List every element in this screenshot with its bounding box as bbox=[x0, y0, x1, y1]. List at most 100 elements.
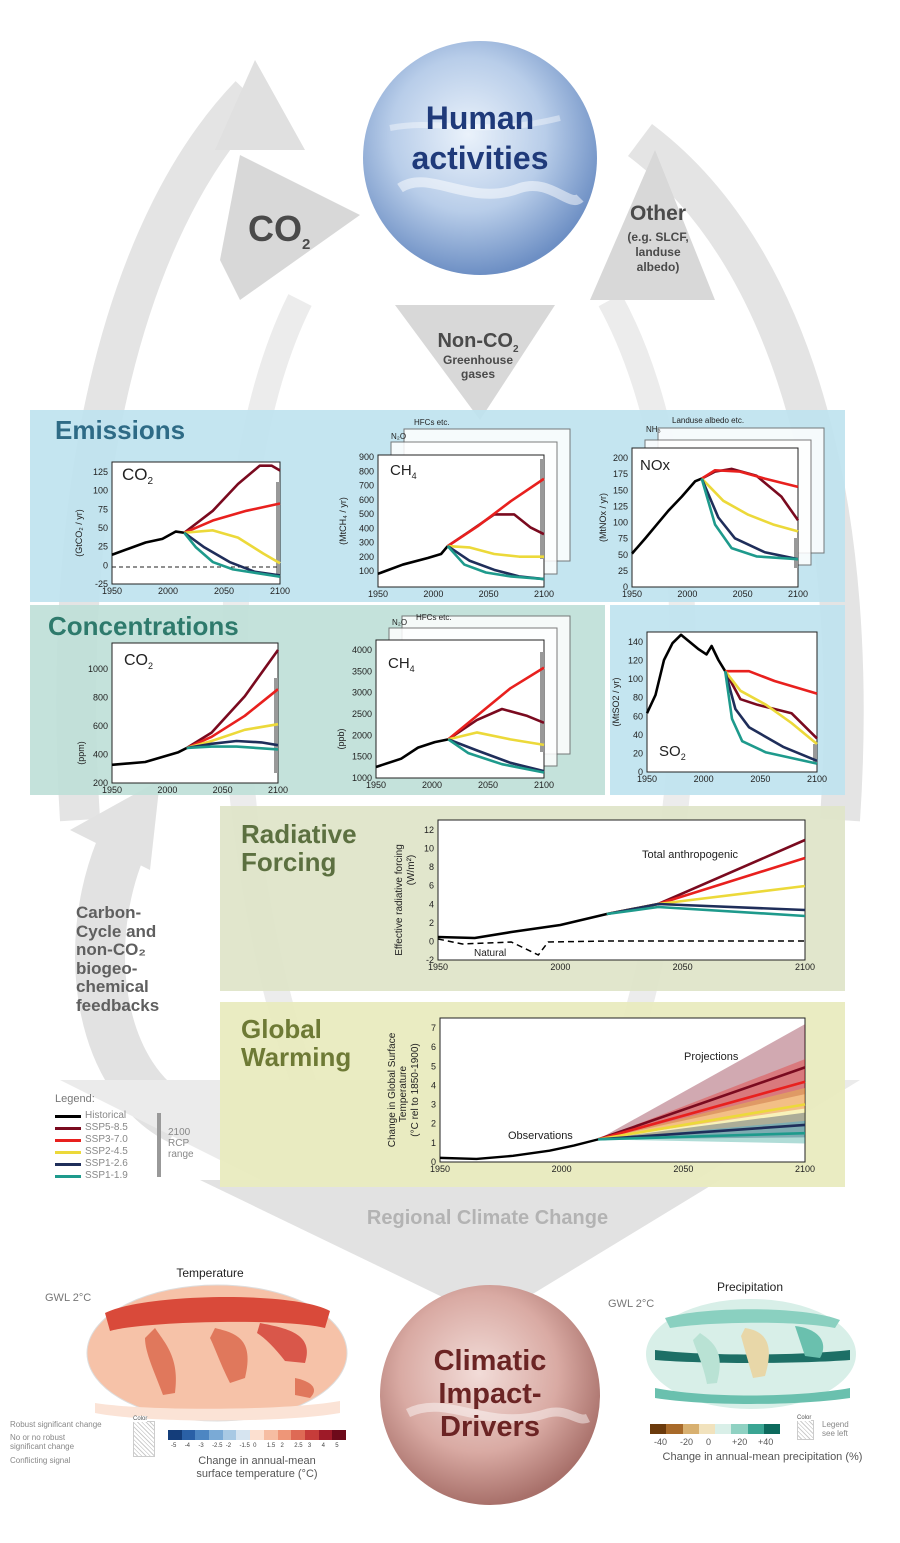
concentrations-co2-label: CO2 bbox=[124, 652, 153, 671]
color-label-left: Color bbox=[133, 1416, 148, 1422]
emissions-co2-ytick: 125 bbox=[93, 467, 108, 477]
temperature-colorbar-cell bbox=[195, 1430, 210, 1440]
legend-title: Legend: bbox=[55, 1093, 95, 1105]
emissions-nox-back-label-1: NH₃ bbox=[646, 425, 661, 434]
forcing-ytick: 12 bbox=[424, 825, 434, 835]
concentrations-ch4-ssp585 bbox=[447, 707, 545, 741]
temperature-colorbar-cell bbox=[318, 1430, 333, 1440]
forcing-title-line-1: Radiative bbox=[241, 819, 357, 849]
concentrations-so2-ssp370 bbox=[725, 669, 818, 695]
legend-swatch-ssp245 bbox=[55, 1151, 81, 1154]
emissions-title: Emissions bbox=[55, 415, 186, 445]
concentrations-ch4-xtick: 2100 bbox=[534, 780, 554, 790]
emissions-nox-ssp245 bbox=[700, 477, 799, 533]
temperature-colorbar-tick: -1.5 bbox=[239, 1443, 250, 1449]
temperature-colorbar-cell bbox=[263, 1430, 278, 1440]
temperature-colorbar-tick: 4 bbox=[321, 1443, 325, 1449]
temperature-colorbar-cell bbox=[168, 1430, 182, 1440]
note-robust: Robust significant change bbox=[10, 1420, 102, 1429]
temperature-caption: Change in annual-mean surface temperatur… bbox=[168, 1455, 346, 1481]
precipitation-colorbar-cell bbox=[715, 1424, 732, 1434]
concentrations-ch4-ssp126 bbox=[447, 738, 545, 773]
temperature-colorbar-tick: 2 bbox=[280, 1443, 284, 1449]
note-no-robust-2: significant change bbox=[10, 1442, 75, 1451]
concentrations-ch4-back-label-1: N₂O bbox=[392, 618, 407, 627]
warming-historical bbox=[439, 1138, 599, 1161]
temperature-map bbox=[86, 1284, 348, 1422]
emissions-ch4-range-bar bbox=[540, 459, 544, 559]
precip-note-line-1: Legend bbox=[822, 1420, 849, 1429]
warming-title: Global Warming bbox=[241, 1015, 351, 1071]
emissions-co2-label-sub: 2 bbox=[148, 476, 154, 487]
warming-ytick: 2 bbox=[431, 1119, 436, 1129]
warming-ytick: 7 bbox=[431, 1023, 436, 1033]
concentrations-co2-ssp370 bbox=[186, 688, 279, 750]
emissions-ch4-ylabel: (MtCH₄ / yr) bbox=[338, 497, 348, 545]
concentrations-so2-ytick: 60 bbox=[633, 711, 643, 721]
emissions-ch4-xtick: 1950 bbox=[368, 589, 388, 599]
warming-ssp585 bbox=[597, 1066, 806, 1141]
forcing-historical bbox=[437, 912, 608, 940]
legend-label-ssp126: SSP1-2.6 bbox=[85, 1158, 128, 1169]
legend-label-ssp119: SSP1-1.9 bbox=[85, 1170, 128, 1181]
concentrations-ch4-ssp370 bbox=[447, 666, 545, 741]
warming-range-ssp245 bbox=[598, 1087, 805, 1140]
warming-ylabel-2: Temperature bbox=[398, 1065, 409, 1122]
emissions-ch4-xtick: 2050 bbox=[479, 589, 499, 599]
concentrations-so2-ssp126 bbox=[723, 670, 818, 763]
emissions-ch4-ytick: 400 bbox=[359, 523, 374, 533]
feedback-line-3: non-CO₂ bbox=[76, 940, 146, 959]
temperature-colorbar-tick: -3 bbox=[198, 1443, 204, 1449]
warming-xtick: 2050 bbox=[673, 1164, 693, 1174]
emissions-ch4-ssp370 bbox=[447, 477, 545, 548]
impact-line-2: Impact- bbox=[438, 1378, 542, 1410]
concentrations-co2-label-sub: 2 bbox=[148, 661, 153, 671]
emissions-nox-ytick: 75 bbox=[618, 534, 628, 544]
legend: Legend: Historical SSP5-8.5 SSP3-7.0 SSP… bbox=[55, 1093, 215, 1188]
forcing-ylabel-2: (W/m²) bbox=[406, 855, 417, 886]
concentrations-co2-ytick: 600 bbox=[93, 721, 108, 731]
warming-ylabel-1: Change in Global Surface bbox=[387, 1032, 398, 1147]
concentrations-so2-ssp585 bbox=[724, 670, 818, 740]
temperature-colorbar-tick: -2.5 bbox=[212, 1443, 223, 1449]
legend-swatch-ssp585 bbox=[55, 1127, 81, 1130]
precipitation-colorbar-tick: -20 bbox=[680, 1437, 694, 1447]
impact-drivers-title: Climatic Impact- Drivers bbox=[378, 1345, 602, 1444]
forcing-ytick: -2 bbox=[426, 955, 434, 965]
emissions-co2-ytick: -25 bbox=[95, 579, 108, 589]
temperature-caption-line-2: surface temperature (°C) bbox=[196, 1468, 318, 1480]
concentrations-so2-xtick: 1950 bbox=[637, 774, 657, 784]
warming-ytick: 3 bbox=[431, 1100, 436, 1110]
warming-ytick: 5 bbox=[431, 1061, 436, 1071]
legend-label-ssp370: SSP3-7.0 bbox=[85, 1134, 128, 1145]
concentrations-so2-historical bbox=[645, 633, 727, 714]
emissions-ch4-historical bbox=[377, 545, 449, 576]
warming-xtick: 2100 bbox=[795, 1164, 815, 1174]
concentrations-ch4-ytick: 3000 bbox=[352, 688, 372, 698]
nonco2-note-line-2: gases bbox=[460, 367, 496, 381]
concentrations-co2-ytick: 1000 bbox=[88, 664, 108, 674]
temperature-notes: Robust significant change No or no robus… bbox=[10, 1420, 102, 1465]
emissions-nox-range-bar bbox=[794, 538, 798, 568]
other-note-line-1: (e.g. SLCF, bbox=[627, 230, 689, 244]
forcing-ytick: 10 bbox=[424, 844, 434, 854]
emissions-ch4-back-label-2: HFCs etc. bbox=[414, 418, 450, 427]
temperature-colorbar-tick: -2 bbox=[225, 1443, 232, 1449]
forcing-annot-natural: Natural bbox=[474, 948, 506, 959]
emissions-nox-ssp370 bbox=[701, 468, 799, 489]
warming-ytick: 0 bbox=[431, 1157, 436, 1167]
precipitation-map-title: Precipitation bbox=[716, 1280, 784, 1294]
emissions-ch4-xtick: 2000 bbox=[423, 589, 443, 599]
left-cycle-arrowhead bbox=[215, 60, 305, 150]
forcing-annot-total: Total anthropogenic bbox=[642, 849, 739, 861]
emissions-nox-ssp126 bbox=[700, 478, 799, 561]
warming-title-line-1: Global bbox=[241, 1014, 322, 1044]
emissions-ch4-ytick: 800 bbox=[359, 466, 374, 476]
color-label-right: Color bbox=[797, 1415, 812, 1421]
temperature-colorbar-tick: 2.5 bbox=[294, 1443, 303, 1449]
precipitation-legend-note: Legend see left bbox=[822, 1420, 849, 1438]
temperature-colorbar-tick: -5 bbox=[171, 1443, 177, 1449]
warming-annot-observations: Observations bbox=[508, 1130, 573, 1142]
emissions-nox-historical bbox=[631, 477, 703, 555]
temperature-colorbar-tick: 1.5 bbox=[266, 1443, 276, 1449]
